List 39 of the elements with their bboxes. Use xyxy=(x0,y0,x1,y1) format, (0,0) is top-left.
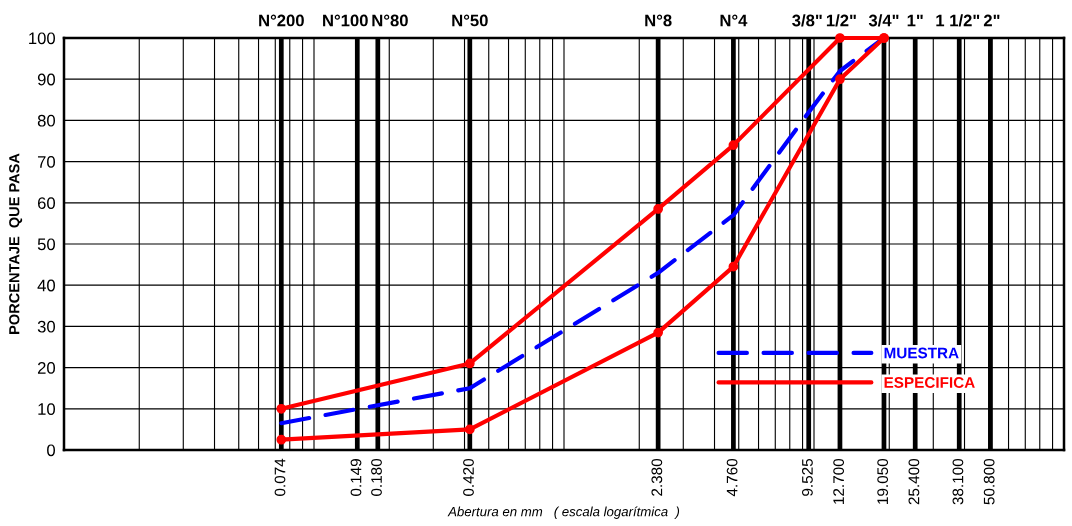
x-tick-label: 19.050 xyxy=(877,458,889,504)
text: N°100 xyxy=(323,14,368,27)
text: N°50 xyxy=(452,14,488,27)
text: 3/4" xyxy=(868,14,899,27)
y-tick-label: 90 xyxy=(37,73,56,86)
x-tick-label: 50.800 xyxy=(983,458,995,505)
text: N°4 xyxy=(720,14,748,27)
text: 1" xyxy=(907,14,923,27)
y-tick-label: 10 xyxy=(38,403,56,415)
text: ESPECIFICA xyxy=(884,377,975,388)
y-tick-label: 0 xyxy=(47,444,56,457)
text: N°80 xyxy=(372,14,408,27)
text: 3/8" xyxy=(792,14,822,27)
x-tick-label: 9.525 xyxy=(802,458,813,496)
x-axis-title: Abertura en mm ( escala logarítmica ) xyxy=(447,506,680,519)
text: MUESTRA xyxy=(884,347,959,359)
y-tick-label: 20 xyxy=(37,362,56,374)
y-tick-label: 100 xyxy=(29,32,56,45)
text: N°8 xyxy=(645,14,672,27)
text: 2" xyxy=(983,14,1000,27)
text: 1 1/2" xyxy=(936,14,980,27)
x-tick-label: 0.180 xyxy=(371,458,382,496)
y-tick-label: 60 xyxy=(37,197,56,209)
x-tick-label: 4.760 xyxy=(726,458,738,497)
y-tick-label: 70 xyxy=(37,156,56,168)
x-tick-label: 12.700 xyxy=(833,458,845,504)
y-tick-label: 80 xyxy=(37,114,56,127)
y-axis-title: PORCENTAJE QUE PASA xyxy=(9,153,23,334)
y-tick-label: 40 xyxy=(37,279,56,292)
x-tick-label: 25.400 xyxy=(908,458,920,505)
text: N°200 xyxy=(259,14,304,27)
x-tick-label: 0.420 xyxy=(463,458,474,496)
x-tick-label: 2.380 xyxy=(651,458,663,496)
text: 1/2" xyxy=(826,14,856,27)
x-tick-label: 0.149 xyxy=(350,459,362,496)
y-tick-label: 50 xyxy=(37,238,56,251)
x-tick-label: 0.074 xyxy=(274,458,286,496)
y-tick-label: 30 xyxy=(37,320,56,333)
x-tick-label: 38.100 xyxy=(952,458,964,505)
